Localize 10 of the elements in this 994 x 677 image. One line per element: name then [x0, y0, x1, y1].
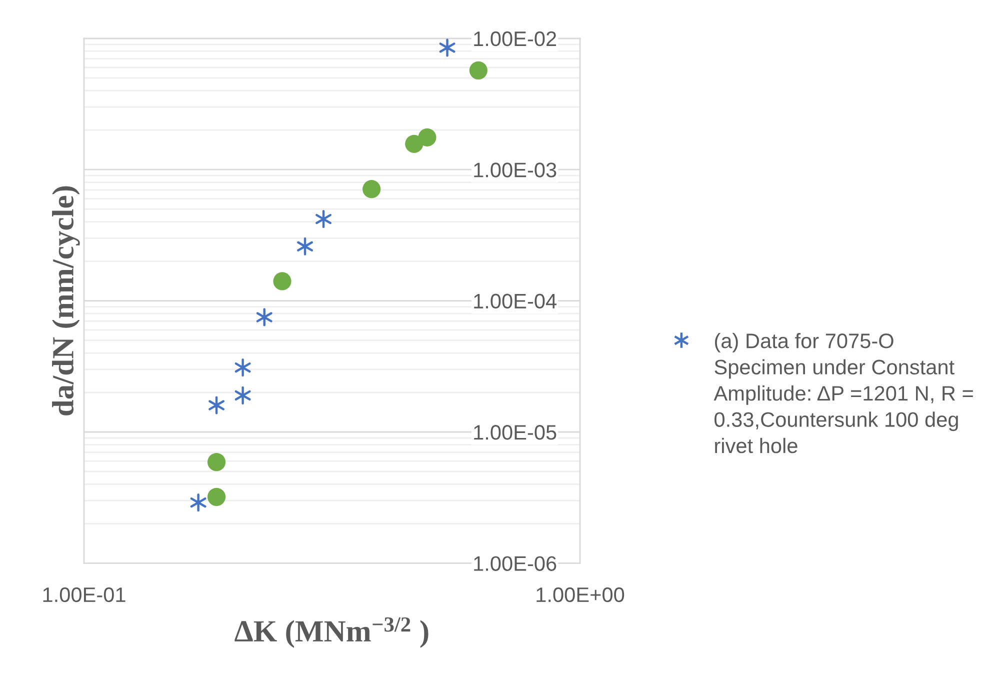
y-axis-title: da/dN (mm/cycle) — [52, 186, 80, 416]
x-tick-label: 1.00E-01 — [43, 587, 126, 602]
x-axis-title: ΔK (MNm$^{−3/2}$ ) — [234, 617, 428, 648]
y-tick-label: 1.00E-05 — [474, 425, 556, 440]
y-tick-label: 1.00E-02 — [474, 31, 556, 46]
legend-label: (a) Data for 7075-O Specimen under Constant Amplitude: ΔP =1201 N, R = 0.33,Countersunk 100 deg rivet hole — [714, 333, 973, 454]
y-tick-label: 1.00E-06 — [474, 556, 556, 571]
y-tick-label: 1.00E-03 — [474, 162, 556, 178]
x-tick-label: 1.00E+00 — [536, 587, 624, 602]
y-tick-label: 1.00E-04 — [474, 294, 556, 309]
